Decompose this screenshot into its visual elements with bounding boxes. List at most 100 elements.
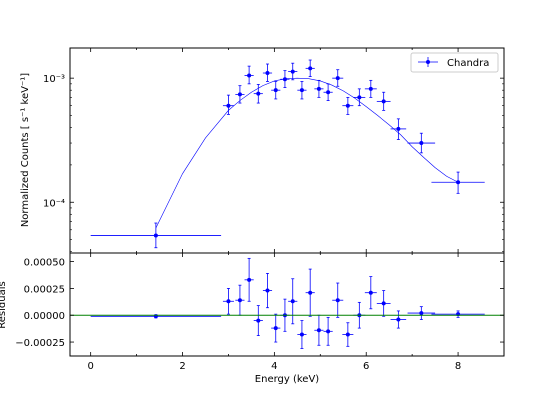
data-marker [419, 141, 424, 146]
residual-point [222, 288, 234, 315]
residual-point [253, 305, 263, 337]
legend-marker-dot [426, 60, 430, 64]
data-marker [247, 73, 252, 78]
data-marker [345, 103, 350, 108]
residuals-y-ticks: 0.00050 0.00025 0.00000 −0.00025 [15, 258, 504, 349]
residual-point [364, 276, 377, 310]
legend-marker-chandra [418, 57, 438, 67]
residual-point [332, 282, 344, 318]
data-marker [237, 92, 242, 97]
data-marker [290, 299, 295, 304]
data-marker [368, 86, 373, 91]
residual-point [390, 310, 407, 329]
spectrum-point [297, 81, 307, 100]
data-marker [326, 329, 331, 334]
spectrum-point [342, 96, 354, 115]
legend: Chandra [410, 52, 499, 73]
data-marker [316, 328, 321, 333]
residual-point [305, 268, 315, 317]
data-marker [308, 290, 313, 295]
spectrum-point [90, 222, 222, 249]
spectrum-point [332, 69, 344, 87]
spectrum-point [364, 79, 377, 98]
y-tick-label: 0.00050 [24, 258, 65, 269]
spectrum-point [271, 81, 281, 100]
residual-point [407, 306, 436, 320]
data-marker [256, 318, 261, 323]
x-tick-label: 8 [455, 361, 461, 372]
data-marker [265, 288, 270, 293]
data-marker [299, 332, 304, 337]
x-tick-label: 6 [363, 361, 369, 372]
legend-label-chandra: Chandra [447, 58, 489, 69]
data-marker [226, 103, 231, 108]
data-marker [345, 332, 350, 337]
spectrum-point [314, 79, 324, 98]
data-marker [237, 298, 242, 303]
data-marker [381, 301, 386, 306]
spectrum-point [280, 70, 290, 88]
data-marker [357, 95, 362, 100]
spectrum-point [288, 62, 298, 81]
y-tick-label: 0.00025 [24, 284, 65, 295]
data-marker [153, 233, 158, 238]
data-marker [326, 90, 331, 95]
residual-point [376, 290, 391, 317]
model-curve-layer [155, 77, 459, 229]
spectrum-point [353, 88, 366, 107]
residual-point [288, 278, 298, 325]
data-marker [396, 317, 401, 322]
model-curve [155, 77, 459, 229]
residuals-data-layer [90, 257, 485, 349]
x-axis-label: Energy (keV) [255, 374, 320, 385]
residual-point [323, 316, 333, 346]
spectrum-point [262, 63, 273, 82]
data-marker [290, 69, 295, 74]
data-marker [273, 88, 278, 93]
data-marker [335, 76, 340, 81]
residual-point [271, 313, 281, 343]
data-marker [335, 298, 340, 303]
x-tick-label: 4 [271, 361, 277, 372]
data-marker [396, 126, 401, 131]
data-marker [273, 326, 278, 331]
data-marker [381, 99, 386, 104]
residual-point [297, 320, 307, 349]
residual-point [342, 322, 354, 347]
spectrum-point [390, 118, 407, 140]
data-marker [299, 88, 304, 93]
data-marker [308, 66, 313, 71]
spectrum-point [407, 132, 436, 154]
spectrum-panel: 10⁻⁴10⁻³ Normalized Counts [ s⁻¹ keV⁻¹] … [20, 47, 505, 254]
residuals-panel: 0 2 4 6 8 0.00050 0.00025 0.00000 −0.00025 Ener… [0, 252, 505, 385]
data-marker [282, 77, 287, 82]
spectrum-point [305, 59, 315, 77]
spectrum-point [431, 171, 485, 194]
spectrum-point [235, 85, 245, 104]
y-tick-label: 0.00000 [24, 311, 65, 322]
spectrum-point [376, 91, 391, 111]
data-marker [316, 86, 321, 91]
data-marker [456, 180, 461, 185]
data-marker [419, 311, 424, 316]
data-marker [265, 71, 270, 76]
x-tick-label: 0 [87, 361, 93, 372]
data-marker [226, 299, 231, 304]
spectrum-point [222, 94, 234, 115]
spectrum-point [253, 84, 263, 104]
spectrum-point [323, 83, 333, 101]
residuals-y-axis-label: Residuals [0, 281, 8, 328]
spectrum-point [244, 65, 254, 85]
data-marker [247, 277, 252, 282]
x-tick-label: 2 [179, 361, 185, 372]
y-tick-label: 10⁻⁴ [43, 198, 65, 209]
spectrum-y-axis-label: Normalized Counts [ s⁻¹ keV⁻¹] [20, 73, 31, 227]
residuals-frame [69, 252, 505, 357]
residual-point [244, 257, 254, 302]
spectrum-data-layer [90, 59, 485, 249]
y-tick-label: 10⁻³ [43, 74, 65, 85]
y-tick-label: −0.00025 [15, 338, 65, 349]
data-marker [368, 290, 373, 295]
residual-point [262, 272, 273, 309]
